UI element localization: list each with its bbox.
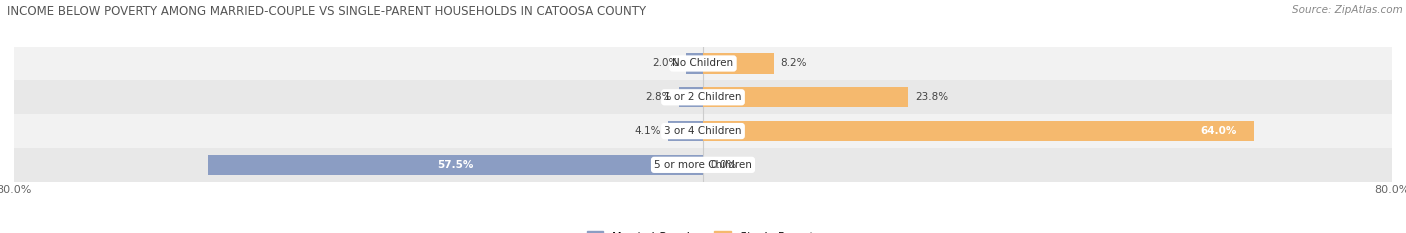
Legend: Married Couples, Single Parents: Married Couples, Single Parents — [582, 227, 824, 233]
Text: No Children: No Children — [672, 58, 734, 69]
Text: 8.2%: 8.2% — [780, 58, 807, 69]
Text: 1 or 2 Children: 1 or 2 Children — [664, 92, 742, 102]
Text: 57.5%: 57.5% — [437, 160, 474, 170]
Text: 3 or 4 Children: 3 or 4 Children — [664, 126, 742, 136]
Text: 64.0%: 64.0% — [1201, 126, 1237, 136]
Bar — [679, 87, 703, 107]
Bar — [14, 80, 1392, 114]
Bar — [14, 47, 1392, 80]
Text: 5 or more Children: 5 or more Children — [654, 160, 752, 170]
Text: 4.1%: 4.1% — [634, 126, 661, 136]
Text: 2.8%: 2.8% — [645, 92, 672, 102]
Text: Source: ZipAtlas.com: Source: ZipAtlas.com — [1292, 5, 1403, 15]
Bar — [703, 53, 773, 74]
Bar — [703, 87, 908, 107]
Bar — [668, 121, 703, 141]
Bar — [703, 121, 1254, 141]
Bar — [14, 114, 1392, 148]
Bar — [686, 53, 703, 74]
Bar — [208, 155, 703, 175]
Bar — [14, 148, 1392, 182]
Text: 0.0%: 0.0% — [710, 160, 737, 170]
Text: INCOME BELOW POVERTY AMONG MARRIED-COUPLE VS SINGLE-PARENT HOUSEHOLDS IN CATOOSA: INCOME BELOW POVERTY AMONG MARRIED-COUPL… — [7, 5, 647, 18]
Text: 23.8%: 23.8% — [915, 92, 948, 102]
Text: 2.0%: 2.0% — [652, 58, 679, 69]
